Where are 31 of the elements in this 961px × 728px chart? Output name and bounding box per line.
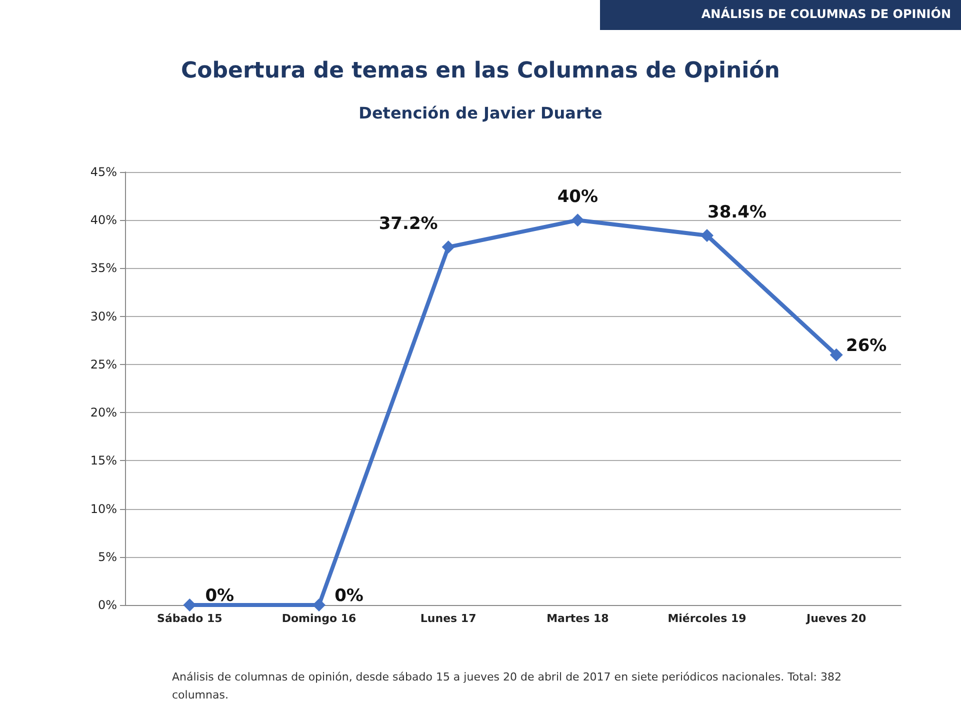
point — [571, 214, 584, 227]
y-tick-label: 10% — [90, 502, 117, 516]
y-tick-label: 5% — [98, 550, 117, 564]
point — [830, 348, 843, 362]
data-label: 26% — [846, 336, 887, 356]
y-tick-label: 25% — [90, 357, 117, 372]
x-tick-label: Sábado 15 — [157, 612, 222, 625]
point — [442, 240, 455, 254]
text: ANÁLISIS DE COLUMNAS DE OPINIÓN — [701, 6, 952, 21]
x-tick-label: Jueves 20 — [805, 612, 867, 625]
y-tick-label: 0% — [98, 598, 117, 612]
y-tick-label: 45% — [90, 165, 117, 179]
chart-subtitle: Detención de Javier Duarte — [358, 104, 602, 122]
y-tick-label: 40% — [90, 213, 117, 228]
chart-title: Cobertura de temas en las Columnas de Opinión — [181, 58, 780, 84]
x-tick-label: Martes 18 — [546, 612, 609, 625]
point — [700, 229, 714, 242]
x-tick-label: Lunes 17 — [420, 612, 476, 625]
text: Análisis de columnas de opinión, desde sábado 15 a jueves 20 de abril de 2017 en siete periódicos nacionales. Total: 382 columnas. — [172, 670, 845, 702]
y-tick-label: 15% — [90, 454, 117, 468]
x-tick-label: Miércoles 19 — [668, 612, 746, 625]
y-tick-label: 35% — [90, 261, 117, 276]
x-tick-label: Domingo 16 — [282, 612, 356, 625]
data-label: 0% — [205, 586, 234, 606]
data-label: 40% — [557, 187, 598, 208]
y-tick-label: 30% — [90, 309, 117, 324]
data-label: 38.4% — [708, 202, 766, 223]
point — [183, 598, 196, 612]
data-label: 37.2% — [378, 214, 438, 234]
data-label: 0% — [334, 586, 364, 606]
y-tick-label: 20% — [90, 406, 117, 420]
